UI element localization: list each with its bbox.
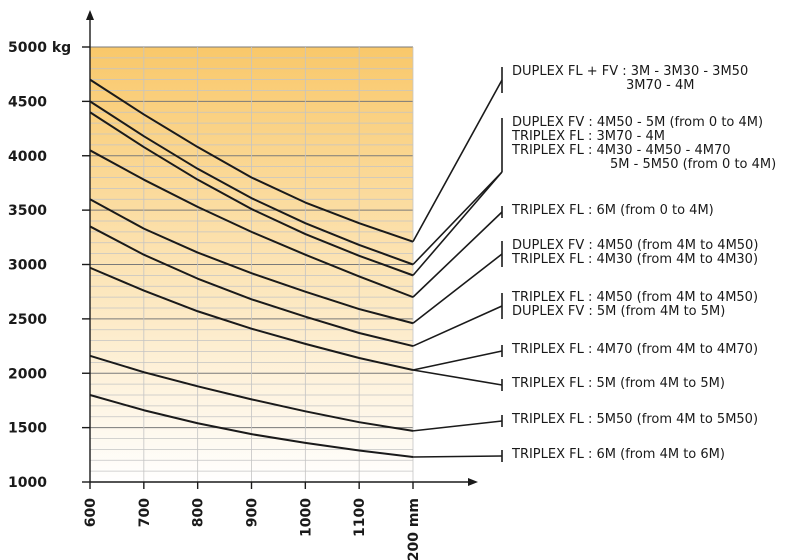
annotation-label: TRIPLEX FL : 6M (from 0 to 4M) (511, 203, 714, 218)
leader-line (412, 420, 503, 432)
y-tick-label: 1000 (8, 475, 47, 491)
annotation-label: 5M - 5M50 (from 0 to 4M) (610, 157, 776, 172)
annotation-label: DUPLEX FL + FV : 3M - 3M30 - 3M50 (512, 64, 748, 79)
leader-line (412, 171, 503, 276)
series-line-8 (89, 354, 414, 432)
annotation-label: TRIPLEX FL : 4M50 (from 4M to 4M50) (511, 290, 758, 305)
x-tick-label: 800 (191, 498, 207, 527)
annotation-label: TRIPLEX FL : 5M (from 4M to 5M) (511, 376, 725, 391)
series-line-1 (89, 78, 414, 243)
leader-line (412, 253, 503, 324)
leader-line (412, 79, 503, 243)
annotation-label: DUPLEX FV : 4M50 - 5M (from 0 to 4M) (512, 115, 763, 130)
x-tick-label: 700 (137, 498, 153, 527)
x-tick-label: 900 (245, 498, 261, 527)
annotation-label: TRIPLEX FL : 4M30 (from 4M to 4M30) (511, 252, 758, 267)
y-tick-label: 1500 (8, 421, 47, 437)
leader-line (412, 350, 503, 371)
y-tick-label: 4000 (8, 149, 47, 165)
leader-line (412, 211, 503, 298)
annotation-label: TRIPLEX FL : 6M (from 4M to 6M) (511, 447, 725, 462)
x-tick-labels: 600 700 800 900 1000 1100 1200 mm (83, 482, 422, 560)
annotation-label: TRIPLEX FL : 5M50 (from 4M to 5M50) (511, 412, 758, 427)
series-line-2 (89, 100, 414, 266)
series-group (89, 78, 414, 458)
series-line-3 (89, 111, 414, 277)
annotation-label: TRIPLEX FL : 4M70 (from 4M to 4M70) (511, 342, 758, 357)
leader-line (412, 369, 503, 386)
grid (89, 46, 414, 483)
y-tick-label: 3500 (8, 203, 47, 219)
y-tick-labels: 1000 1500 2000 2500 3000 3500 4000 4500 5000 kg (8, 40, 90, 491)
x-tick-label: 1100 (352, 498, 368, 537)
annotation-label: DUPLEX FV : 5M (from 4M to 5M) (512, 304, 725, 319)
leader-line (412, 455, 503, 458)
leader-line (412, 171, 503, 266)
y-tick-label: 2500 (8, 312, 47, 328)
annotation-label: TRIPLEX FL : 4M30 - 4M50 - 4M70 (511, 143, 731, 158)
series-line-4 (89, 149, 414, 299)
x-axis-arrow (468, 478, 478, 486)
x-tick-label: 600 (83, 498, 99, 527)
y-tick-label: 2000 (8, 366, 47, 382)
y-tick-label: 5000 kg (8, 40, 71, 56)
leader-lines (412, 67, 503, 462)
annotation-label: TRIPLEX FL : 3M70 - 4M (511, 129, 665, 144)
series-line-9 (89, 394, 414, 458)
y-tick-label: 4500 (8, 94, 47, 110)
axes (86, 10, 478, 486)
series-line-6 (89, 225, 414, 348)
x-tick-label: 1200 mm (406, 498, 422, 560)
annotation-label: 3M70 - 4M (626, 78, 694, 93)
x-tick-label: 1000 (298, 498, 314, 537)
annotation-label: DUPLEX FV : 4M50 (from 4M to 4M50) (512, 238, 758, 253)
y-axis-arrow (86, 10, 94, 20)
leader-line (412, 305, 503, 347)
series-line-7 (89, 266, 414, 371)
series-line-5 (89, 198, 414, 325)
y-tick-label: 3000 (8, 258, 47, 274)
